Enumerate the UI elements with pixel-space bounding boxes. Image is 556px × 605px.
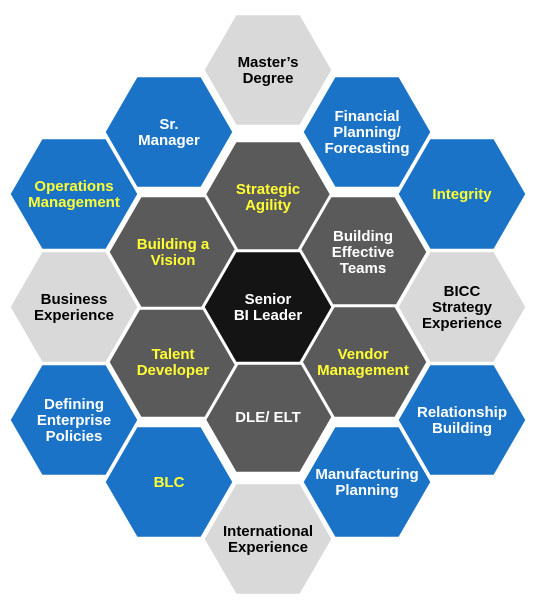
hexagon-label-outer-0: Master’s [238,54,299,71]
hexagon-label-outer-10: Operations [34,178,113,195]
hexagon-label-inner-2: Management [317,362,409,379]
hexagon-outer-7 [102,424,236,540]
hexagon-label-outer-6: Experience [228,539,308,556]
hexagon-label-inner-5: Vision [151,252,196,269]
hexagon-label-inner-1: Effective [332,244,395,261]
hexagon-label-outer-5: Manufacturing [315,466,418,483]
hexagon-label-inner-5: Building a [137,236,210,253]
hexagon-outer-2 [395,136,529,252]
hexagon-center [201,249,335,365]
hexagon-label-inner-0: Strategic [236,181,300,198]
hexagon-label-inner-2: Vendor [338,346,389,363]
hexagon-label-outer-8: Policies [46,428,103,445]
hexagon-label-center: BI Leader [234,307,303,324]
hexagon-label-outer-9: Experience [34,307,114,324]
hexagon-label-outer-9: Business [41,291,108,308]
hexagon-label-outer-8: Enterprise [37,412,111,429]
hexagon-label-outer-11: Sr. [159,116,178,133]
hexagon-label-inner-4: Talent [151,346,194,363]
hexagon-label-outer-4: Relationship [417,404,507,421]
hexagon-label-outer-7: BLC [154,474,185,491]
hexagon-label-outer-3: Strategy [432,299,493,316]
hexagon-label-outer-2: Integrity [432,186,492,203]
hexagon-label-inner-3: DLE/ ELT [235,409,301,426]
hexagon-label-outer-10: Management [28,194,120,211]
hexagon-label-outer-6: International [223,523,313,540]
hexagon-label-outer-3: BICC [444,283,481,300]
hexagon-outer-4 [395,362,529,478]
hexagon-label-outer-11: Manager [138,132,200,149]
hexagon-outer-6 [201,481,335,597]
hexagon-label-outer-1: Forecasting [324,140,409,157]
hexagon-outer-8 [7,362,141,478]
hexagon-label-outer-4: Building [432,420,492,437]
hexagon-label-inner-1: Building [333,228,393,245]
hexagon-label-center: Senior [245,291,292,308]
hexagon-label-inner-4: Developer [137,362,210,379]
hexagon-label-inner-1: Teams [340,260,386,277]
hexagon-label-outer-5: Planning [335,482,398,499]
hexagon-label-outer-1: Financial [334,108,399,125]
hexagon-outer-5 [300,424,434,540]
hexagon-outer-11 [102,74,236,190]
hexagon-label-inner-0: Agility [245,197,291,214]
hexagon-label-outer-8: Defining [44,396,104,413]
hexagon-label-outer-1: Planning/ [333,124,401,141]
hexagon-label-outer-3: Experience [422,315,502,332]
hexagon-outer-0 [201,12,335,128]
hexagon-label-outer-0: Degree [243,70,294,87]
